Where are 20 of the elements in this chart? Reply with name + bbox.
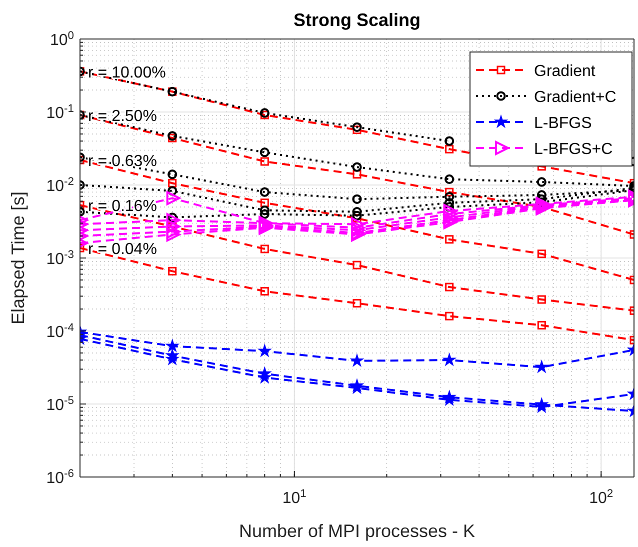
y-tick-label: 10$^{-6}$ — [46, 468, 74, 487]
y-tick-label: 10$^{-3}$ — [46, 249, 74, 268]
annotation: r = 0.63% — [88, 153, 157, 170]
x-axis-title: Number of MPI processes - K — [238, 521, 476, 541]
y-axis-title: Elapsed Time [s] — [8, 191, 28, 325]
y-tick-label: 10$^{-5}$ — [46, 395, 74, 414]
annotation: r = 10.00% — [88, 64, 166, 82]
legend-label: L-BFGS — [534, 115, 592, 132]
y-tick-label: 10$^{-1}$ — [46, 103, 74, 122]
y-tick-label: 10$^{0}$ — [50, 30, 74, 49]
legend-label: Gradient+C — [534, 89, 616, 106]
legend-label: Gradient — [534, 63, 596, 80]
annotation: r = 2.50% — [88, 108, 157, 125]
x-tick-label: 10$^{2}$ — [589, 488, 614, 507]
legend-label: L-BFGS+C — [534, 141, 613, 158]
x-tick-label: 10$^{1}$ — [282, 488, 306, 507]
y-tick-label: 10$^{-4}$ — [46, 322, 74, 341]
y-tick-label: 10$^{-2}$ — [46, 176, 74, 195]
chart-title: Strong Scaling — [293, 10, 421, 30]
annotation: r = 0.04% — [88, 241, 157, 258]
